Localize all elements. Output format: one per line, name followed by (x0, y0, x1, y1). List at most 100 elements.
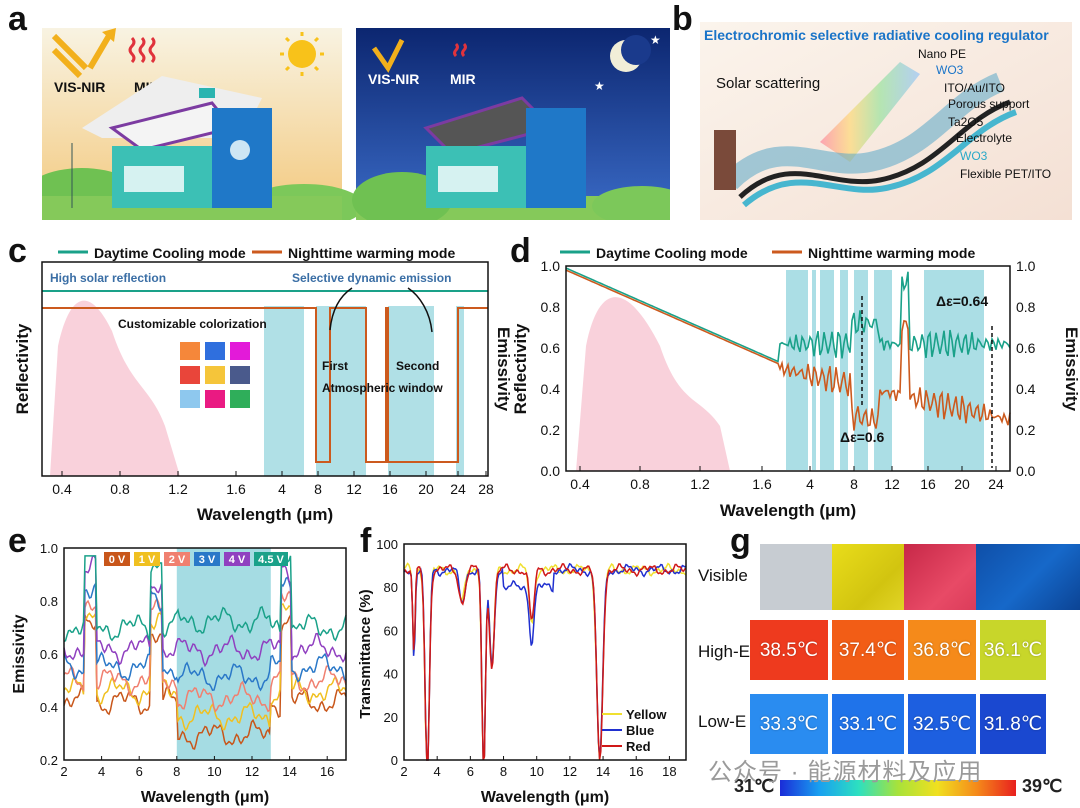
chart-f-legend-0: Yellow (626, 707, 667, 722)
chart-e-yticks: 0.2 0.4 0.6 0.8 1.0 (40, 541, 58, 768)
solar-scattering-label: Solar scattering (716, 75, 820, 92)
chart-c-ann-colorization: Customizable colorization (118, 317, 267, 331)
chart-f-xlabel: Wavelength (μm) (481, 789, 609, 806)
chart-d-legend-day: Daytime Cooling mode (596, 245, 748, 261)
chart-c-solar-spectrum (50, 300, 180, 476)
chart-d-window-band-0 (786, 270, 808, 470)
chart-d-ytick-2: 0.4 (541, 381, 561, 397)
chart-c-xtick-9: 24 (450, 481, 466, 497)
color-swatch-grid (180, 342, 250, 408)
chart-e-legend-3: 3 V (199, 554, 216, 566)
chart-e-legend-swatch-0 (104, 552, 130, 566)
panel-label-f: f (360, 522, 372, 560)
chart-f-xtick-7: 16 (629, 764, 643, 779)
chart-c-xtick-4: 4 (278, 481, 286, 497)
chart-d-xtick-5: 8 (850, 476, 858, 492)
scale-min-label: 31℃ (734, 776, 775, 796)
chart-f-ytick-0: 0 (391, 753, 398, 768)
chart-c-window-band-0 (264, 306, 304, 476)
layer-wo3-bottom: WO3 (960, 149, 988, 163)
chart-e-xtick-1: 4 (98, 764, 105, 779)
scale-max-label: 39℃ (1022, 776, 1063, 796)
chart-e-legend-swatch-3 (194, 552, 220, 566)
low-e-cell-3: 32.5℃ (908, 694, 976, 754)
chart-d-ytick-right-2: 0.4 (1016, 381, 1036, 397)
layer-nano-pe: Nano PE (918, 47, 966, 61)
chart-f-xtick-4: 10 (529, 764, 543, 779)
chart-e-legend-2: 2 V (169, 554, 186, 566)
chart-d-ytick-right-5: 1.0 (1016, 258, 1036, 274)
chart-c-ann-selective: Selective dynamic emission (292, 271, 451, 285)
chart-d-xtick-4: 4 (806, 476, 814, 492)
chart-f-xtick-0: 2 (400, 764, 407, 779)
chart-d-yticks: 0.0 0.0 0.2 0.2 0.4 0.4 0.6 0.6 0.8 0.8 1.0 1.0 (541, 258, 1036, 479)
chart-e-xtick-4: 10 (207, 764, 221, 779)
chart-f-xtick-6: 14 (596, 764, 610, 779)
day-visnir-label: VIS-NIR (54, 79, 105, 95)
chart-e-legend-swatch-1 (134, 552, 160, 566)
chart-e-legend-5: 4.5 V (258, 554, 284, 566)
chart-e-xticks: 2 4 6 8 10 12 14 16 (60, 756, 334, 779)
chart-f-xticks: 2 4 6 8 10 12 14 16 18 (400, 756, 677, 779)
chart-d-window-band-6 (924, 270, 984, 470)
chart-d-xtick-1: 0.8 (630, 476, 650, 492)
panel-label-b: b (672, 0, 693, 38)
chart-e-xtick-6: 14 (282, 764, 296, 779)
layer-wo3-top: WO3 (936, 63, 964, 77)
chart-c-xtick-8: 20 (418, 481, 434, 497)
layer-porous-support: Porous support (948, 97, 1030, 111)
chart-d-xtick-7: 16 (920, 476, 936, 492)
chart-d-window-band-2 (820, 270, 834, 470)
chart-d-xtick-0: 0.4 (570, 476, 590, 492)
chart-d-xtick-6: 12 (884, 476, 900, 492)
chart-f-legend-2: Red (626, 739, 651, 754)
chart-f-ytick-1: 20 (384, 710, 398, 725)
chart-f-xtick-8: 18 (662, 764, 676, 779)
chart-c-series-night (42, 307, 488, 463)
chart-e-ytick-4: 1.0 (40, 541, 58, 556)
color-scale-bar (780, 780, 1016, 796)
chart-d-xlabel: Wavelength (μm) (720, 501, 856, 520)
layer-ta2o5: Ta2O5 (948, 115, 984, 129)
chart-e-legend-swatch-4 (224, 552, 250, 566)
chart-d-ytick-3: 0.6 (541, 340, 561, 356)
chart-e-ylabel: Emissivity (11, 614, 28, 693)
panel-label-a: a (8, 0, 27, 38)
chart-c-ann-second: Second (396, 359, 439, 373)
chart-e-ytick-3: 0.8 (40, 594, 58, 609)
chart-e-xtick-7: 16 (320, 764, 334, 779)
chart-c-window-band-1 (316, 306, 366, 476)
chart-f-ytick-2: 40 (384, 667, 398, 682)
chart-c-ann-first: First (322, 359, 348, 373)
chart-d-window-band-3 (840, 270, 848, 470)
chart-e-xlabel: Wavelength (μm) (141, 789, 269, 806)
chart-d-series-day (565, 267, 1011, 363)
chart-d-window-band-5 (874, 270, 892, 470)
chart-c-ylabel-right: Emissivity (494, 327, 510, 412)
chart-e-series-5 (63, 555, 347, 643)
low-e-cell-2: 33.1℃ (832, 694, 904, 754)
chart-c-xtick-3: 1.6 (226, 481, 246, 497)
chart-d-ann-06: Δε=0.6 (840, 429, 885, 445)
chart-e-series-3 (63, 576, 347, 692)
chart-f-xtick-1: 4 (434, 764, 441, 779)
chart-d-xtick-8: 20 (954, 476, 970, 492)
panel-label-g: g (730, 522, 751, 560)
chart-f-xtick-3: 8 (500, 764, 507, 779)
chart-d-ytick-0: 0.0 (541, 463, 561, 479)
chart-e-xtick-5: 12 (245, 764, 259, 779)
row-label-low-e: Low-E (698, 712, 747, 731)
chart-d-ytick-5: 1.0 (541, 258, 561, 274)
chart-c-xlabel: Wavelength (μm) (197, 505, 333, 524)
chart-f-yticks: 0 20 40 60 80 100 (376, 537, 398, 768)
chart-c-plot (42, 290, 488, 476)
chart-d-ytick-1: 0.2 (541, 422, 561, 438)
svg-text:★: ★ (650, 33, 661, 47)
chart-d-ytick-right-4: 0.8 (1016, 299, 1036, 315)
high-e-cell-2: 37.4℃ (832, 620, 904, 680)
low-e-cell-4: 31.8℃ (980, 694, 1046, 754)
panel-label-c: c (8, 232, 27, 270)
panel-label-e: e (8, 522, 27, 560)
chart-e-legend-swatch-5 (254, 552, 288, 566)
